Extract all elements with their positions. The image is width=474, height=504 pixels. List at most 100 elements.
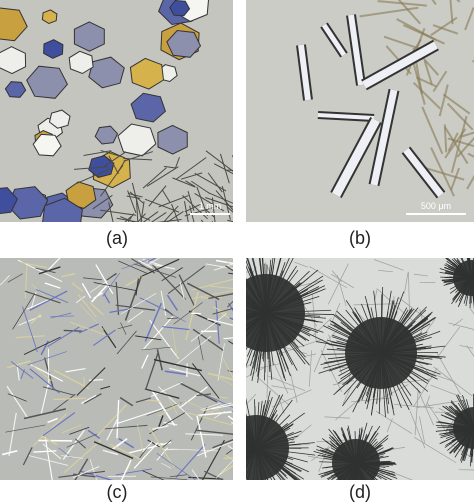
spherulite-ray [354,462,357,480]
spherulite-ray [265,269,299,314]
spherulite-ray [255,447,268,480]
fiber [337,275,347,307]
fiber [436,352,461,395]
needle [93,282,136,291]
fiber [100,209,137,216]
fiber [443,124,448,153]
spherulite-ray [336,310,382,354]
needle [29,368,60,394]
spherulite-ray [246,312,267,346]
spherulite-ray [355,462,368,480]
needle [62,424,82,434]
spherulite-ray [246,414,257,449]
spherulite-ray [251,258,267,314]
needle [40,435,58,446]
spherulite-ray [380,336,432,354]
fiber [205,150,233,172]
needle [173,302,203,325]
needle [135,397,152,403]
spherulite-ray [246,447,257,480]
spherulite-ray [255,414,291,449]
spherulite-ray [265,312,273,380]
fiber [140,201,145,222]
fiber [430,384,463,398]
needle [228,340,233,345]
fiber [295,279,324,288]
needle [144,388,180,399]
needle [223,337,233,340]
needle [20,261,48,269]
needle [225,265,233,272]
spherulite-ray [265,275,324,314]
spherulite-ray [265,302,312,314]
fiber [329,327,340,338]
needle [102,272,120,297]
needle [133,263,177,278]
spherulite-ray [470,272,474,279]
fiber [215,190,233,211]
needle [151,381,183,397]
fiber [175,157,207,180]
needle [196,415,207,458]
needle [102,449,119,456]
fiber [444,126,469,165]
spherulite-ray [448,427,474,445]
needle [28,455,69,466]
crystal [65,181,97,209]
fiber [331,273,354,289]
spherulite-ray [380,300,395,354]
spherulite-ray [380,291,405,354]
spherulite-ray [246,447,257,479]
fiber [466,345,474,357]
needle [150,389,176,426]
spherulite-ray [338,352,382,377]
fiber [148,185,167,207]
needle [75,295,86,304]
spherulite-ray [355,444,382,464]
needle [167,265,205,294]
spherulite-ray [439,427,474,445]
spherulite-ray [347,327,382,354]
needle [1,450,18,456]
spherulite-ray [337,352,382,384]
spherulite-ray [465,277,472,306]
needle [139,297,159,308]
needle [7,273,23,283]
needle [24,265,28,299]
fiber [413,273,429,277]
fiber [432,24,459,35]
spherulite-ray [246,447,257,458]
spherulite-ray [380,352,421,394]
needle [115,468,153,476]
needle [197,410,233,417]
needle [0,275,10,286]
needle [162,326,190,331]
fiber [424,319,436,334]
spherulite-ray [380,306,428,354]
needle [188,476,223,480]
fiber [271,385,294,390]
needle [106,418,118,441]
fiber [430,147,455,197]
needle [103,293,111,304]
spherulite-ray [454,259,472,279]
spherulite-ray [265,312,319,333]
spherulite-ray [361,352,382,401]
needle [47,326,80,348]
needle [156,453,196,480]
spherulite-ray [265,258,294,314]
spherulite-ray [265,288,326,314]
spherulite-ray [246,312,267,351]
crystal [88,56,125,89]
fiber [256,363,281,369]
needle [100,385,111,390]
needle [147,258,157,263]
spherulite-ray [265,312,299,348]
spherulite-ray [265,312,287,366]
spherulite-ray [254,406,257,449]
spherulite-ray [446,412,474,429]
needle [191,469,200,480]
fiber [430,16,458,37]
spherulite-ray [446,271,472,279]
needle [212,306,228,315]
